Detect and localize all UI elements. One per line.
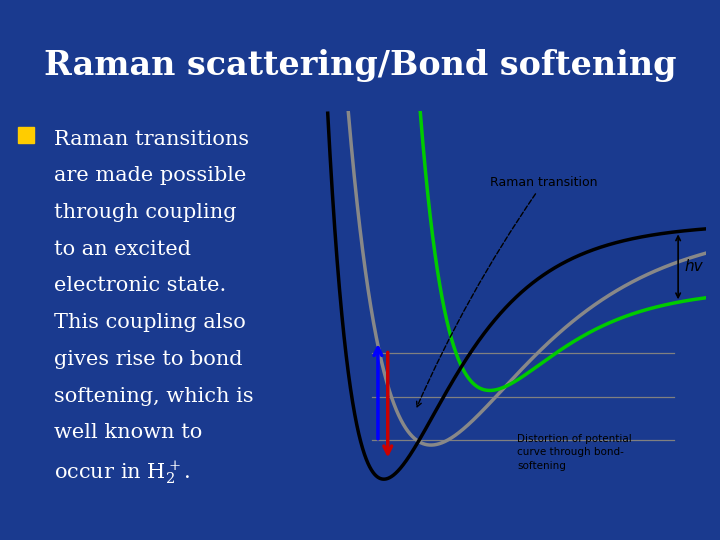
Text: electronic state.: electronic state.: [54, 276, 226, 295]
Text: hv: hv: [684, 259, 703, 274]
Text: to an excited: to an excited: [54, 240, 191, 259]
Bar: [18, 127, 34, 143]
Text: are made possible: are made possible: [54, 166, 246, 185]
Text: softening, which is: softening, which is: [54, 387, 253, 406]
Text: occur in $\mathregular{H_2^+}$.: occur in $\mathregular{H_2^+}$.: [54, 460, 190, 487]
Text: gives rise to bond: gives rise to bond: [54, 350, 243, 369]
Text: This coupling also: This coupling also: [54, 313, 246, 332]
Text: Distortion of potential
curve through bond-
softening: Distortion of potential curve through bo…: [517, 434, 632, 471]
Text: Raman transitions: Raman transitions: [54, 130, 249, 148]
Text: Raman scattering/Bond softening: Raman scattering/Bond softening: [44, 49, 676, 82]
Text: Raman transition: Raman transition: [417, 176, 598, 407]
Text: through coupling: through coupling: [54, 203, 236, 222]
Text: well known to: well known to: [54, 423, 202, 442]
